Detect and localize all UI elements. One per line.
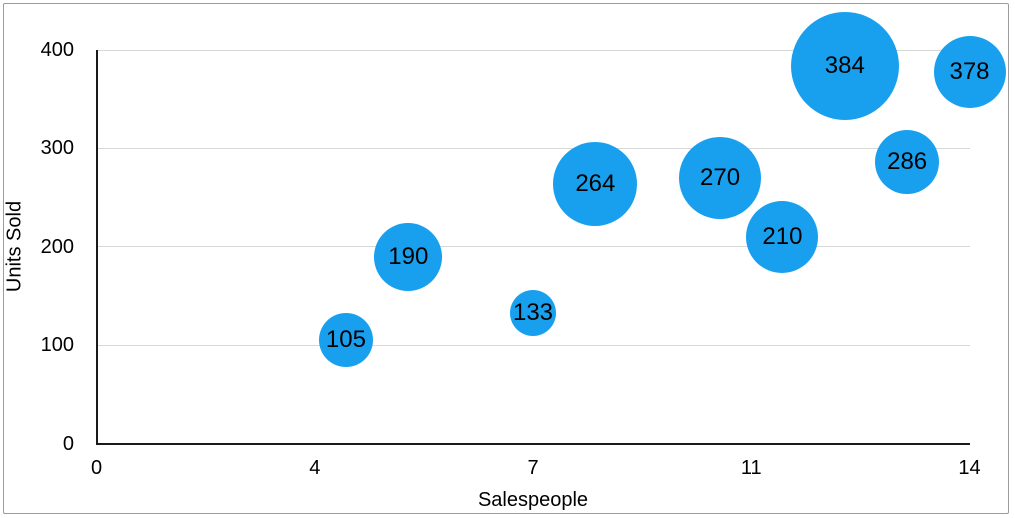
- gridline-y-300: [96, 147, 970, 149]
- bubble-264[interactable]: 264: [553, 141, 638, 226]
- y-tick-label-0: 0: [62, 432, 74, 455]
- y-tick-label-300: 300: [40, 137, 74, 160]
- bubble-value-label: 210: [762, 222, 803, 250]
- x-tick-label-14: 14: [958, 457, 981, 479]
- bubble-value-label: 133: [512, 298, 554, 326]
- bubble-value-label: 384: [824, 51, 865, 79]
- bubble-value-label: 190: [388, 242, 429, 270]
- bubble-270[interactable]: 270: [679, 136, 762, 219]
- y-tick-label-400: 400: [40, 39, 74, 61]
- x-tick-label-0: 0: [90, 457, 103, 479]
- bubble-210[interactable]: 210: [746, 200, 819, 273]
- bubble-value-label: 270: [700, 163, 741, 191]
- y-axis-line: [95, 50, 98, 445]
- bubble-384[interactable]: 384: [790, 11, 899, 120]
- x-axis-line: [95, 442, 970, 445]
- y-tick-label-100: 100: [40, 334, 74, 357]
- bubble-value-label: 378: [949, 57, 990, 85]
- gridline-y-200: [96, 246, 970, 248]
- x-tick-label-11: 11: [740, 457, 762, 479]
- y-axis-title: Units Sold: [3, 200, 26, 292]
- x-axis-title: Salespeople: [477, 489, 589, 511]
- gridline-y-400: [96, 49, 970, 51]
- bubble-286[interactable]: 286: [875, 130, 940, 195]
- bubble-value-label: 105: [325, 326, 366, 354]
- bubble-190[interactable]: 190: [374, 222, 443, 291]
- gridline-y-100: [96, 344, 970, 346]
- bubble-value-label: 286: [887, 148, 928, 176]
- bubble-105[interactable]: 105: [318, 313, 373, 368]
- x-tick-label-7: 7: [527, 457, 539, 479]
- x-tick-label-4: 4: [309, 457, 321, 479]
- y-tick-label-200: 200: [40, 235, 74, 258]
- bubble-378[interactable]: 378: [933, 35, 1006, 108]
- bubble-value-label: 264: [575, 169, 616, 197]
- bubble-133[interactable]: 133: [510, 289, 556, 336]
